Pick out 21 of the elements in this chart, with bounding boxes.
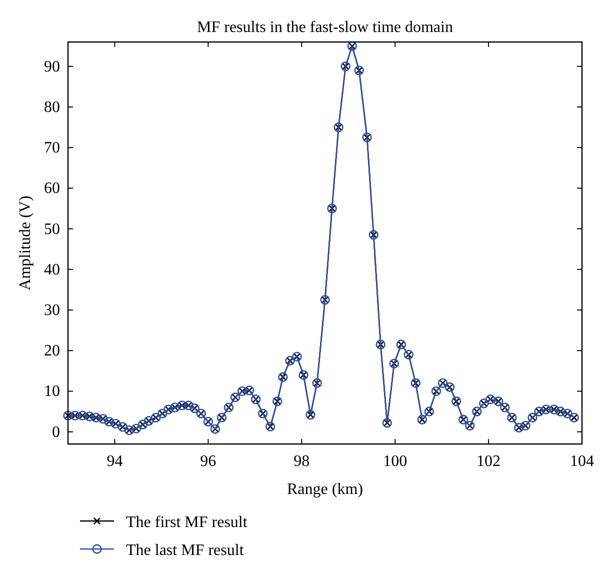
y-tick-label: 80: [44, 98, 60, 116]
chart-title: MF results in the fast-slow time domain: [197, 19, 453, 36]
x-tick-label: 100: [383, 453, 408, 470]
legend-label: The last MF result: [126, 542, 244, 559]
y-tick-label: 60: [44, 180, 60, 198]
y-tick-label: 20: [44, 342, 60, 360]
y-tick-label: 10: [44, 383, 60, 400]
x-tick-label: 96: [200, 453, 216, 470]
x-tick-label: 98: [294, 453, 310, 470]
x-tick-label: 102: [476, 453, 501, 470]
y-tick-label: 0: [52, 424, 60, 441]
y-axis-title: Amplitude (V): [17, 196, 34, 290]
y-tick-label: 70: [44, 140, 60, 157]
x-tick-label: 94: [106, 453, 123, 470]
legend-label: The first MF result: [126, 514, 248, 531]
y-tick-label: 50: [44, 220, 60, 238]
y-tick-label: 40: [44, 261, 60, 278]
y-tick-label: 90: [44, 58, 60, 76]
x-tick-label: 104: [570, 453, 594, 470]
x-axis-title: Range (km): [287, 481, 363, 498]
y-tick-label: 30: [44, 302, 60, 319]
